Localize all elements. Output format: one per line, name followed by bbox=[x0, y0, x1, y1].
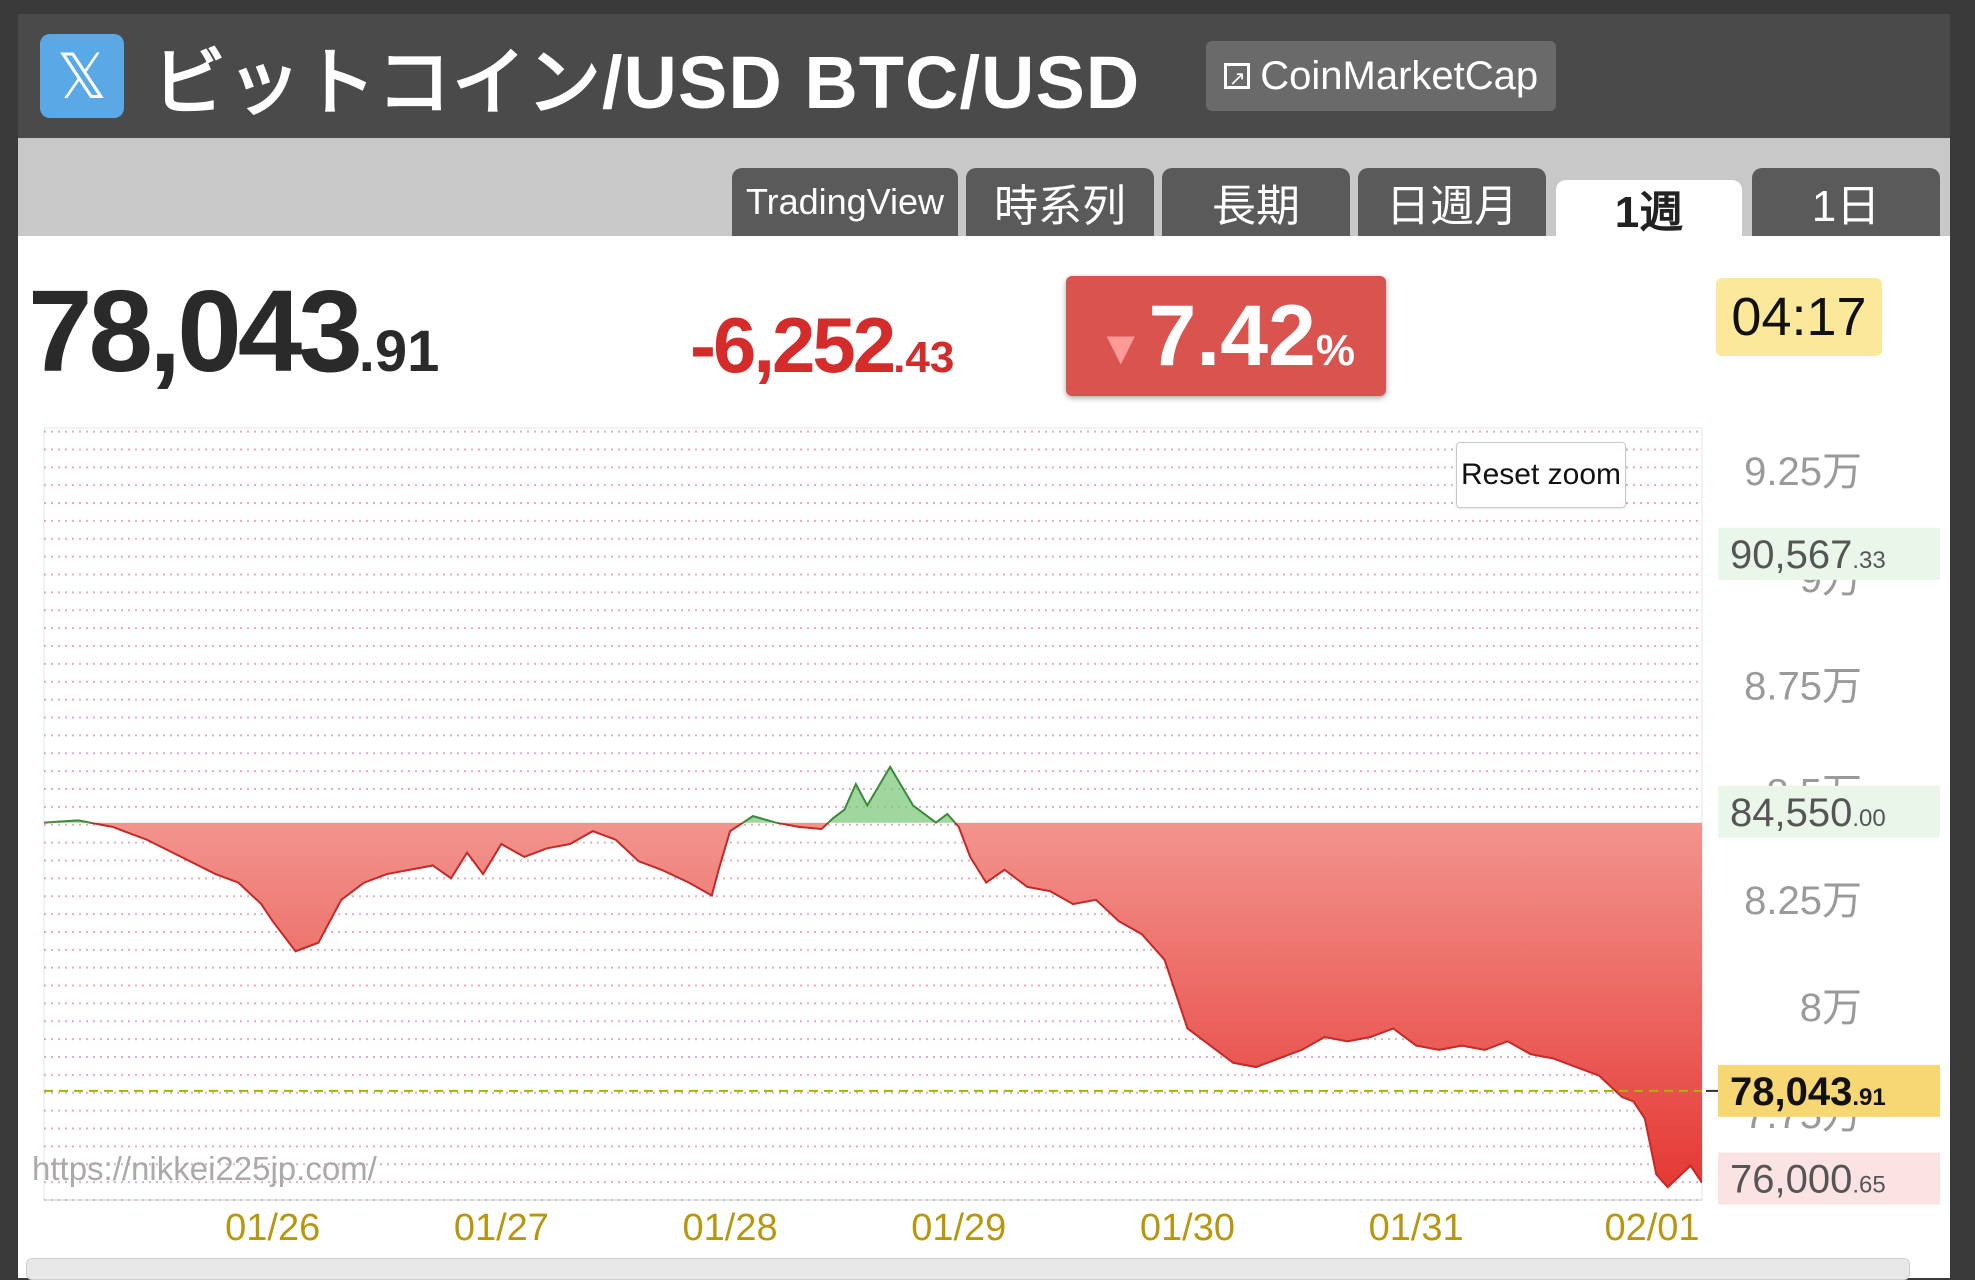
percent-change-badge: ▼ 7.42 % bbox=[1066, 276, 1386, 396]
price-change-integer: -6,252 bbox=[690, 301, 896, 389]
price-area bbox=[44, 764, 1702, 1189]
x-tick-label: 01/28 bbox=[683, 1207, 778, 1249]
x-tick-label: 01/27 bbox=[454, 1207, 549, 1249]
header-bar: 𝕏 ビットコイン/USD BTC/USD ↗ CoinMarketCap bbox=[18, 14, 1950, 138]
down-triangle-icon: ▼ bbox=[1096, 321, 1145, 375]
level-label-open: 84,550.00 bbox=[1730, 791, 1886, 835]
up-area bbox=[44, 766, 956, 823]
tab-timeseries[interactable]: 時系列 bbox=[966, 168, 1154, 236]
down-area bbox=[44, 822, 1702, 1188]
up-line bbox=[44, 764, 957, 823]
price-change-decimal: .43 bbox=[893, 333, 955, 382]
percent-sign: % bbox=[1315, 326, 1356, 375]
tab-day-week-month[interactable]: 日週月 bbox=[1358, 168, 1546, 236]
tab-longterm[interactable]: 長期 bbox=[1162, 168, 1350, 236]
x-share-icon[interactable]: 𝕏 bbox=[40, 34, 124, 118]
x-tick-label: 01/26 bbox=[225, 1207, 320, 1249]
tab-one-day[interactable]: 1日 bbox=[1752, 168, 1940, 236]
percent-change-value: 7.42 bbox=[1148, 287, 1316, 384]
x-axis-ticks: 01/26 01/27 01/28 01/29 01/30 01/31 02/01 bbox=[44, 1199, 1702, 1249]
current-price: 78,043.91 bbox=[28, 264, 439, 398]
reset-zoom-button[interactable]: Reset zoom bbox=[1456, 442, 1626, 508]
page-title: ビットコイン/USD BTC/USD bbox=[152, 40, 1141, 124]
level-label-current: 78,043.91 bbox=[1730, 1070, 1886, 1114]
down-line bbox=[44, 822, 1702, 1189]
current-price-integer: 78,043 bbox=[28, 266, 363, 396]
y-tick-label: 8.25万 bbox=[1744, 879, 1862, 923]
level-label-low: 76,000.65 bbox=[1730, 1158, 1886, 1202]
level-label-bg bbox=[1718, 1152, 1940, 1205]
marked-levels: 90,567.33 84,550.00 78,043.91 76,000.65 bbox=[1706, 527, 1940, 1205]
coinmarketcap-label: CoinMarketCap bbox=[1260, 53, 1539, 98]
level-label-bg bbox=[1718, 785, 1940, 838]
tab-one-week[interactable]: 1週 bbox=[1556, 180, 1742, 237]
scroll-bar[interactable] bbox=[26, 1258, 1910, 1280]
watermark-url: https://nikkei225jp.com/ bbox=[32, 1150, 377, 1187]
level-label-high: 90,567.33 bbox=[1730, 533, 1886, 577]
y-tick-label: 8万 bbox=[1800, 986, 1862, 1030]
quote-time: 04:17 bbox=[1716, 278, 1882, 356]
x-tick-label: 01/31 bbox=[1369, 1207, 1464, 1249]
tab-tradingview[interactable]: TradingView bbox=[732, 168, 958, 236]
x-tick-label: 01/29 bbox=[911, 1207, 1006, 1249]
y-tick-label: 9.25万 bbox=[1744, 450, 1862, 494]
price-change: -6,252.43 bbox=[690, 300, 954, 391]
level-label-bg bbox=[1718, 527, 1940, 580]
coinmarketcap-link[interactable]: ↗ CoinMarketCap bbox=[1206, 41, 1557, 111]
external-link-icon: ↗ bbox=[1224, 63, 1251, 90]
level-label-bg bbox=[1718, 1064, 1940, 1117]
x-tick-label: 02/01 bbox=[1604, 1207, 1699, 1249]
y-tick-label: 8.75万 bbox=[1744, 664, 1862, 708]
current-price-decimal: .91 bbox=[358, 319, 440, 384]
tab-bar: TradingView 時系列 長期 日週月 1週 1日 bbox=[18, 138, 1950, 237]
x-tick-label: 01/30 bbox=[1140, 1207, 1235, 1249]
